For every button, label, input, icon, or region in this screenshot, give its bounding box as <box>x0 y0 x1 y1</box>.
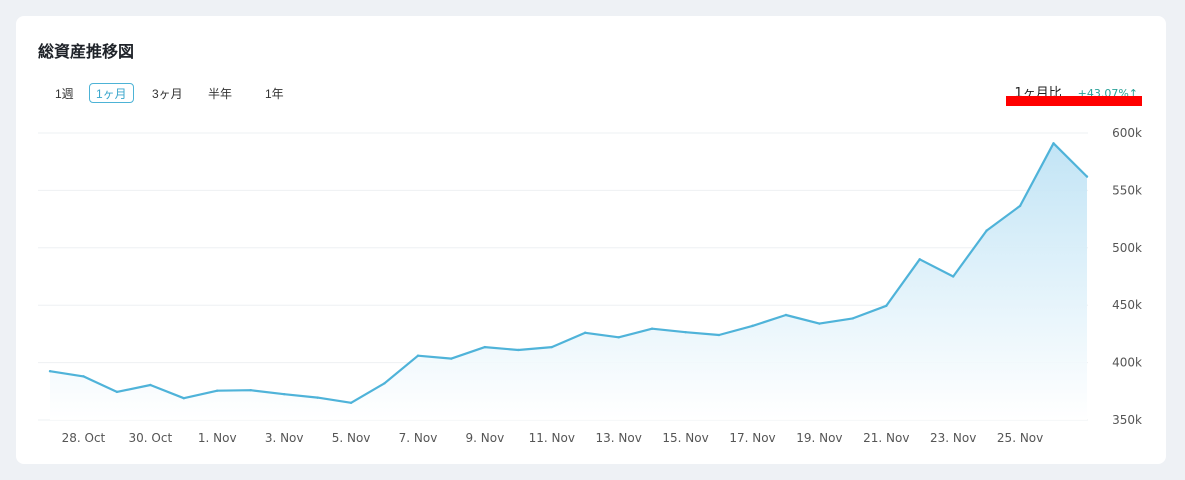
data-point <box>818 322 821 325</box>
y-tick-label: 350k <box>1112 413 1142 427</box>
range-3-months-button[interactable]: 3ヶ月 <box>145 83 190 103</box>
data-point <box>115 390 119 394</box>
data-point <box>48 370 52 373</box>
data-point <box>985 229 988 232</box>
data-point <box>951 275 955 278</box>
data-point <box>82 375 85 378</box>
range-1-week-button[interactable]: 1週 <box>48 83 81 103</box>
x-tick-label: 5. Nov <box>332 431 371 445</box>
range-1-year-button[interactable]: 1年 <box>258 83 291 103</box>
data-point <box>1052 142 1055 145</box>
x-tick-label: 17. Nov <box>729 431 775 445</box>
x-tick-label: 30. Oct <box>129 431 173 445</box>
data-point <box>383 382 386 385</box>
data-point <box>450 357 453 360</box>
redaction-bar <box>1006 96 1142 106</box>
x-tick-label: 23. Nov <box>930 431 976 445</box>
asset-chart: 350k 400k 450k 500k 550k 600k 28. Oct 30. Oct 1… <box>38 126 1142 445</box>
y-tick-label: 500k <box>1112 241 1142 255</box>
card-title: 総資産推移図 <box>38 42 135 61</box>
data-point <box>1018 204 1022 208</box>
data-point <box>550 345 553 349</box>
data-point <box>316 396 319 399</box>
range-half-year-button[interactable]: 半年 <box>201 83 239 103</box>
data-point <box>517 348 520 352</box>
x-tick-label: 15. Nov <box>662 431 708 445</box>
y-tick-label: 600k <box>1112 126 1142 140</box>
data-point <box>784 313 788 317</box>
data-point <box>684 330 687 334</box>
x-tick-label: 7. Nov <box>399 431 438 445</box>
data-point <box>149 383 152 387</box>
data-point <box>650 327 654 330</box>
x-tick-label: 28. Oct <box>62 431 106 445</box>
data-point <box>1085 175 1089 178</box>
data-point <box>617 336 620 339</box>
data-point <box>182 396 186 400</box>
x-tick-label: 1. Nov <box>198 431 237 445</box>
data-point <box>751 324 754 328</box>
area-fill <box>50 143 1087 421</box>
data-point <box>584 331 587 334</box>
data-point <box>483 345 487 349</box>
x-tick-label: 9. Nov <box>466 431 505 445</box>
data-point <box>885 304 888 307</box>
total-assets-card: 総資産推移図 1週 1ヶ月 3ヶ月 半年 1年 1ヶ月比 +43.07%↑ 35… <box>16 16 1166 464</box>
x-tick-label: 13. Nov <box>596 431 642 445</box>
series-line <box>49 142 1088 404</box>
x-axis: 28. Oct 30. Oct 1. Nov 3. Nov 5. Nov 7. Nov 9.… <box>62 431 1044 445</box>
y-tick-label: 550k <box>1112 183 1142 197</box>
data-point <box>717 333 721 337</box>
x-tick-label: 11. Nov <box>529 431 575 445</box>
data-point <box>282 392 286 396</box>
x-tick-label: 25. Nov <box>997 431 1043 445</box>
data-point <box>216 389 219 392</box>
x-tick-label: 3. Nov <box>265 431 304 445</box>
data-point <box>918 258 921 261</box>
x-tick-label: 19. Nov <box>796 431 842 445</box>
data-point <box>249 388 252 392</box>
data-point <box>851 317 855 320</box>
x-tick-label: 21. Nov <box>863 431 909 445</box>
range-1-month-button[interactable]: 1ヶ月 <box>89 83 134 103</box>
y-axis: 350k 400k 450k 500k 550k 600k <box>1112 126 1142 427</box>
data-point <box>349 401 353 404</box>
data-points <box>48 142 1089 404</box>
y-tick-label: 450k <box>1112 298 1142 312</box>
data-point <box>416 354 420 357</box>
y-tick-label: 400k <box>1112 356 1142 370</box>
